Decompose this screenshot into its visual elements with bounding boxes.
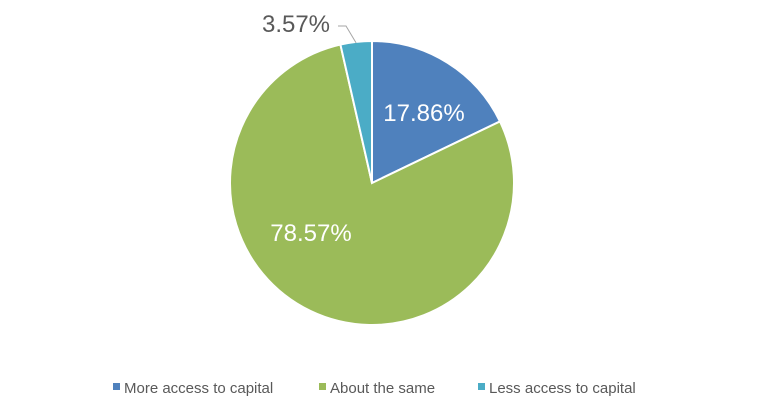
legend-item-about-the-same: About the same [319, 380, 435, 397]
legend-label-about-the-same: About the same [330, 380, 435, 397]
legend: More access to capital About the same Le… [113, 380, 636, 397]
legend-swatch-less-access [478, 383, 485, 390]
slice-label-about-the-same: 78.57% [270, 220, 351, 247]
pie-slices [229, 39, 515, 326]
slice-label-less-access: 3.57% [262, 11, 330, 38]
legend-item-less-access: Less access to capital [478, 380, 636, 397]
pie-slice-less-access [339, 39, 373, 184]
slice-labels: 17.86% 78.57% 3.57% [262, 11, 465, 247]
legend-swatch-more-access [113, 383, 120, 390]
legend-label-less-access: Less access to capital [489, 380, 636, 397]
legend-swatch-about-the-same [319, 383, 326, 390]
pie-slice-more-access [371, 39, 502, 185]
legend-label-more-access: More access to capital [124, 380, 273, 397]
legend-item-more-access: More access to capital [113, 380, 273, 397]
pie-slice-about-the-same [229, 43, 515, 326]
slice-label-more-access: 17.86% [383, 100, 464, 127]
leader-line [338, 25, 357, 44]
